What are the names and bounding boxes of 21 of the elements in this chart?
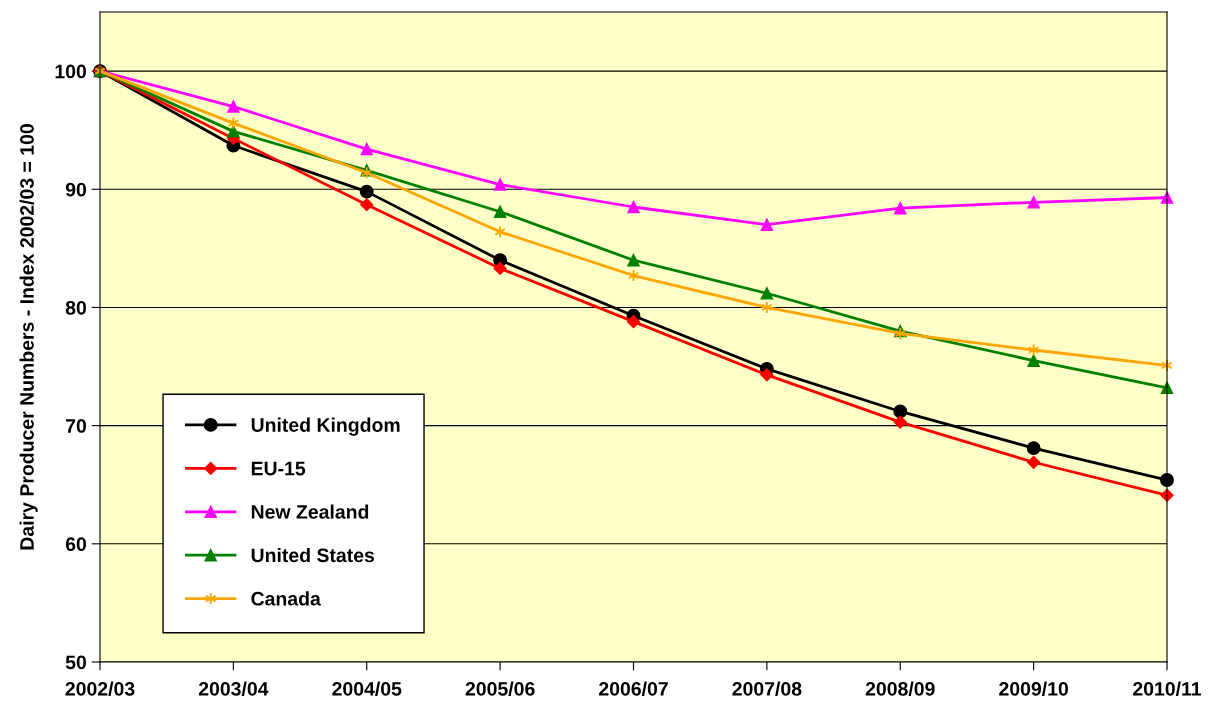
- y-tick-label: 60: [65, 537, 87, 552]
- legend-label: United States: [251, 547, 375, 563]
- x-tick-label: 2007/08: [732, 681, 802, 696]
- x-tick-label: 2005/06: [465, 681, 535, 696]
- y-tick-label: 70: [66, 419, 87, 433]
- legend-label: United Kingdom: [251, 417, 400, 436]
- x-tick-label: 2002/03: [65, 681, 135, 696]
- y-tick-label: 100: [55, 64, 87, 79]
- y-tick-label: 50: [65, 655, 87, 670]
- y-tick-label: 90: [65, 182, 87, 197]
- x-tick-label: 2010/11: [1133, 681, 1202, 696]
- legend-label: New Zealand: [251, 504, 369, 519]
- y-tick-label: 80: [65, 300, 87, 315]
- x-tick-label: 2009/10: [999, 681, 1068, 696]
- x-tick-label: 2004/05: [332, 681, 402, 696]
- x-tick-label: 2006/07: [599, 681, 668, 696]
- y-axis-title: Dairy Producer Numbers - Index 2002/03 = 100: [19, 124, 38, 550]
- x-tick-label: 2008/09: [865, 681, 935, 696]
- legend-label: EU-15: [251, 461, 306, 476]
- x-tick-label: 2003/04: [198, 681, 269, 696]
- legend-label: Canada: [251, 591, 321, 606]
